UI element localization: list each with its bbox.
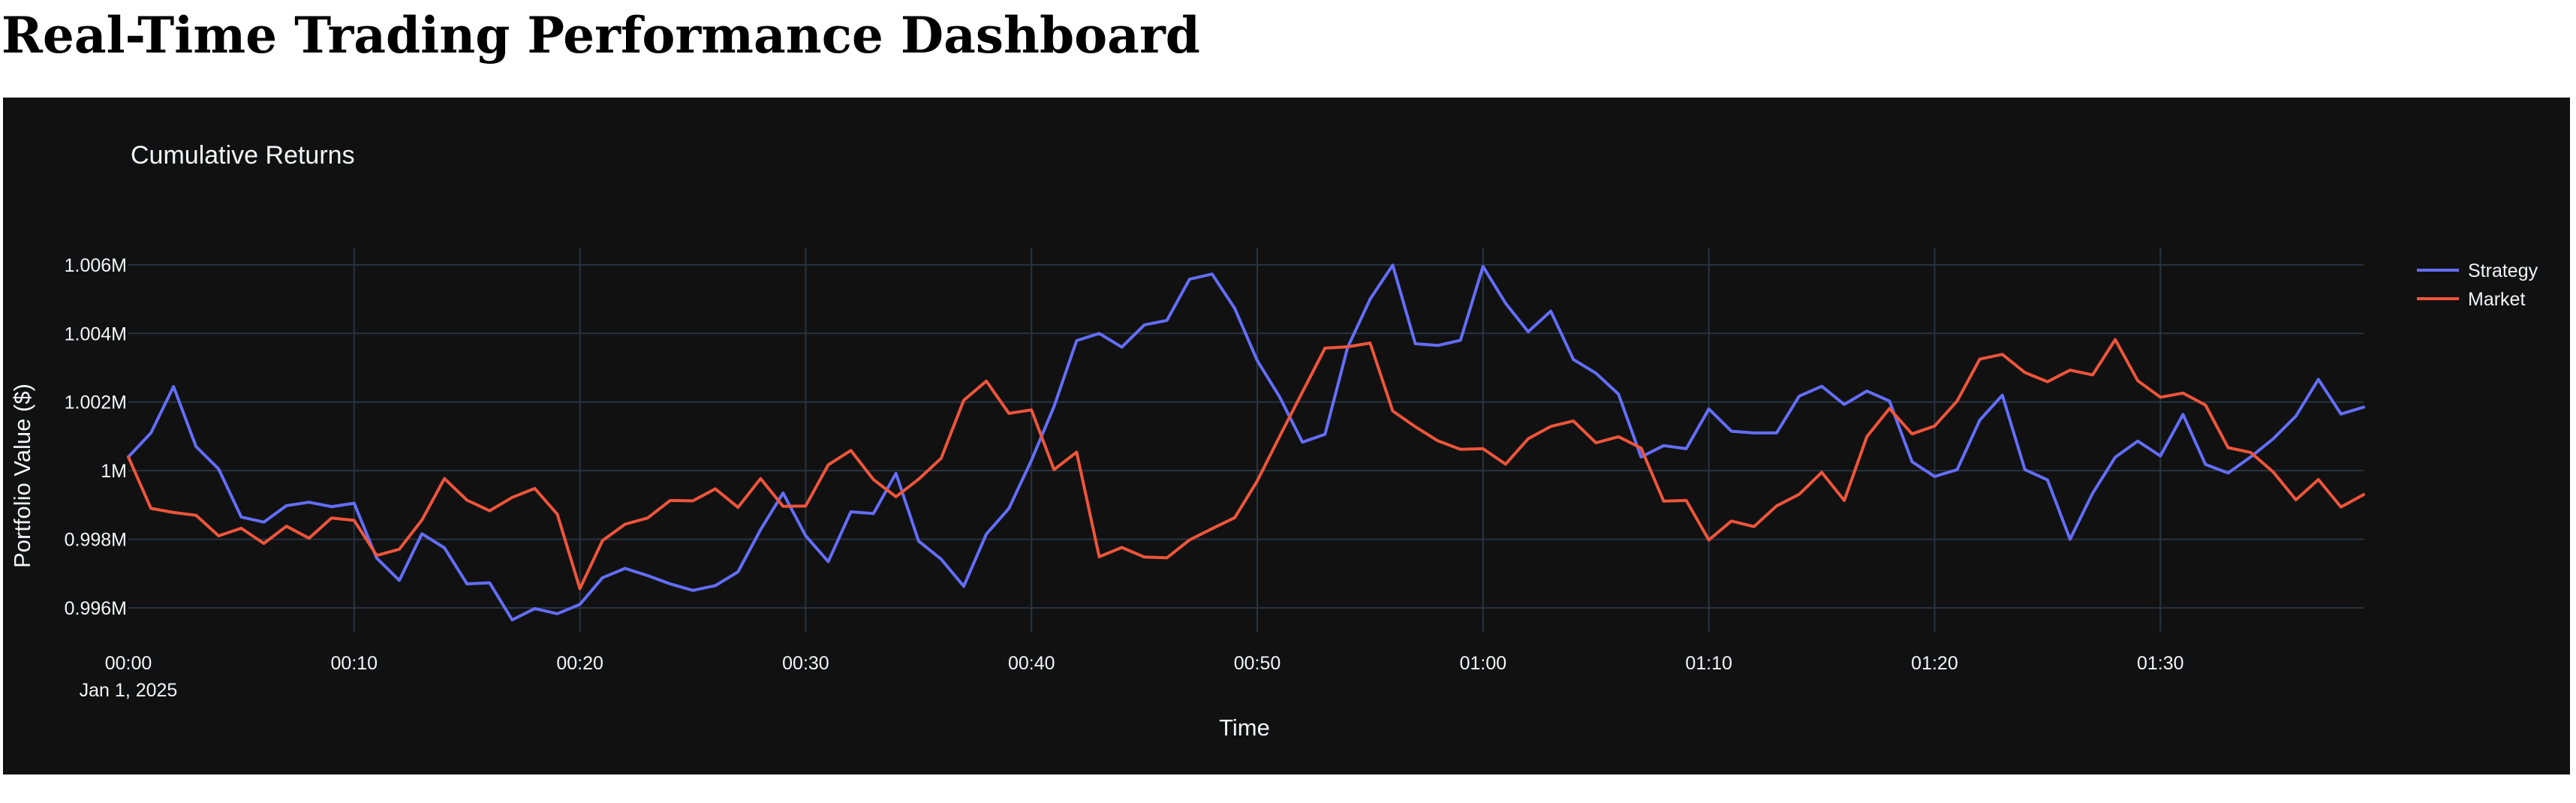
- legend-label: Market: [2468, 289, 2525, 310]
- x-tick-label: 00:30: [782, 653, 829, 674]
- x-tick-label: 00:20: [556, 653, 603, 674]
- legend-label: Strategy: [2468, 260, 2538, 281]
- y-axis-title: Portfolio Value ($): [9, 383, 35, 568]
- x-tick-label: 00:50: [1234, 653, 1281, 674]
- chart-panel: Cumulative Returns 00:00 Jan 1, 2025 00:10…: [3, 98, 2570, 774]
- x-tick-label: 00:00: [105, 653, 152, 674]
- y-tick-label: 1M: [101, 461, 127, 482]
- y-tick-label: 1.002M: [65, 392, 127, 414]
- page-title: Real-Time Trading Performance Dashboard: [2, 6, 1200, 65]
- x-axis-title: Time: [1219, 714, 1270, 741]
- x-tick-label: 01:30: [2137, 653, 2184, 674]
- y-tick-label: 0.996M: [65, 598, 127, 619]
- legend-item-strategy[interactable]: Strategy: [2417, 260, 2538, 281]
- chart-title: Cumulative Returns: [131, 141, 355, 170]
- y-tick-label: 0.998M: [65, 530, 127, 551]
- series-layer: [127, 263, 2365, 621]
- grid-layer: [128, 248, 2364, 632]
- series-line-strategy: [127, 263, 2365, 621]
- legend-item-market[interactable]: Market: [2417, 289, 2525, 310]
- axis-layer: 00:00 Jan 1, 2025 00:10 00:20 00:30 00:40 00:5…: [65, 255, 2184, 701]
- x-tick-label: 01:20: [1911, 653, 1958, 674]
- y-tick-label: 1.004M: [65, 323, 127, 344]
- x-tick-label: 00:40: [1008, 653, 1055, 674]
- legend[interactable]: Strategy Market: [2417, 260, 2538, 310]
- x-tick-label: 01:00: [1460, 653, 1507, 674]
- x-tick-sublabel: Jan 1, 2025: [80, 680, 178, 701]
- series-line-market: [127, 338, 2365, 591]
- x-tick-label: 01:10: [1685, 653, 1732, 674]
- chart-svg: Cumulative Returns 00:00 Jan 1, 2025 00:10…: [9, 141, 2538, 741]
- y-tick-label: 1.006M: [65, 255, 127, 276]
- x-tick-label: 00:10: [331, 653, 378, 674]
